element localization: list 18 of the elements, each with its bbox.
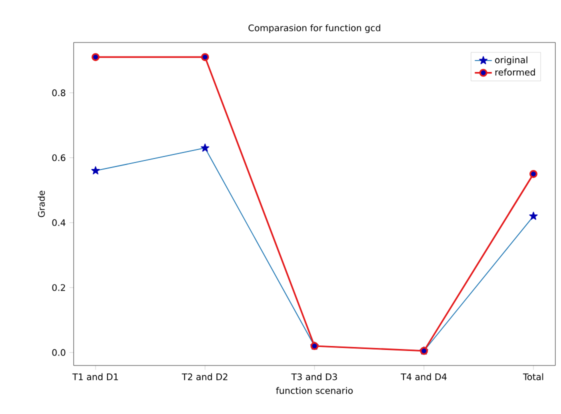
y-axis-title: Grade bbox=[38, 190, 45, 218]
y-tick-label: 0.8 bbox=[52, 89, 66, 96]
legend-label: original bbox=[495, 56, 528, 65]
x-axis-title: function scenario bbox=[276, 386, 353, 394]
x-tick-label: T3 and D3 bbox=[291, 373, 337, 380]
point bbox=[201, 53, 210, 61]
y-tick-label: 0.0 bbox=[52, 349, 66, 356]
y-tick-label: 0.4 bbox=[52, 219, 66, 226]
x-tick-label: T2 and D2 bbox=[182, 373, 228, 380]
x-tick-label: T4 and D4 bbox=[400, 373, 447, 380]
point bbox=[92, 53, 100, 61]
y-tick-label: 0.2 bbox=[52, 284, 66, 291]
x-tick-label: T1 and D1 bbox=[72, 373, 118, 380]
y-tick-label: 0.6 bbox=[52, 154, 66, 162]
x-tick-label: Total bbox=[522, 373, 544, 380]
legend-label: reformed bbox=[495, 68, 535, 76]
point bbox=[529, 170, 538, 178]
chart-title: Comparasion for function gcd bbox=[248, 24, 380, 33]
